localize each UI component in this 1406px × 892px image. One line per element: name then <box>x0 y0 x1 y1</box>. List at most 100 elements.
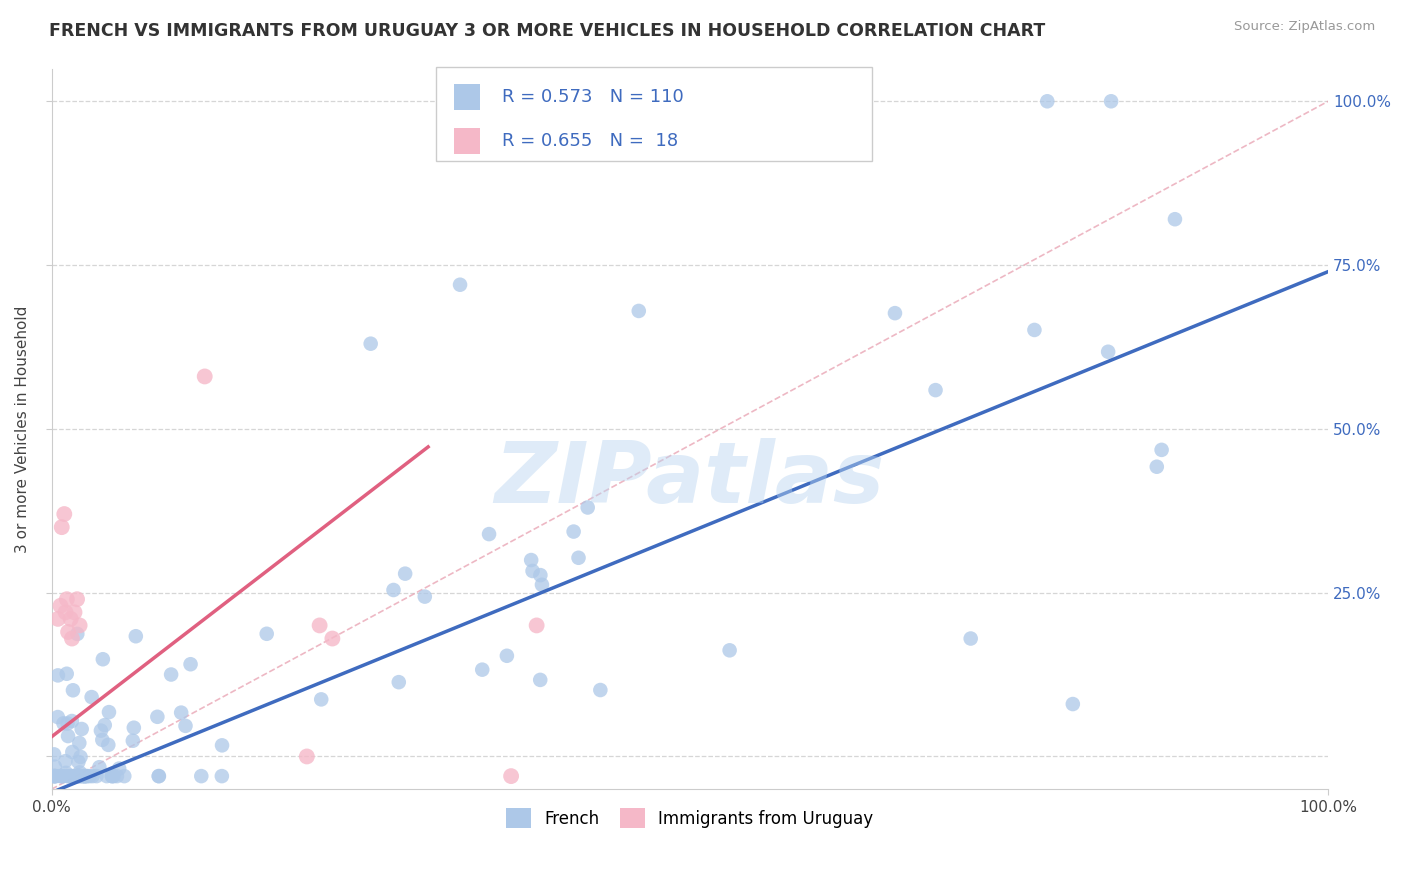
Point <box>59 612 82 626</box>
Point <box>56 592 79 607</box>
Point <box>56 769 79 783</box>
Point <box>56 729 79 743</box>
Point <box>211 739 233 753</box>
Point <box>52 769 75 783</box>
Point <box>60 632 83 646</box>
Point <box>360 336 382 351</box>
Point <box>394 566 416 581</box>
Point <box>62 683 84 698</box>
Point <box>63 605 86 619</box>
Point <box>42 769 65 783</box>
Point <box>520 553 543 567</box>
Point <box>53 507 76 521</box>
Point <box>42 747 65 762</box>
Point <box>105 769 128 783</box>
Point <box>522 564 544 578</box>
Point <box>125 629 148 643</box>
Point <box>69 750 91 764</box>
Point <box>69 618 91 632</box>
Point <box>89 760 111 774</box>
Point <box>256 627 278 641</box>
Point <box>44 769 66 783</box>
Point <box>112 769 135 783</box>
Point <box>75 769 97 783</box>
Point <box>45 769 67 783</box>
Point <box>58 769 80 783</box>
Point <box>121 733 143 747</box>
Point <box>1097 344 1119 359</box>
Point <box>501 769 523 783</box>
Point <box>1099 95 1122 109</box>
Point <box>295 749 318 764</box>
Point <box>67 769 90 783</box>
Point <box>51 769 73 783</box>
Point <box>101 769 124 783</box>
Point <box>194 369 217 384</box>
Point <box>60 745 83 759</box>
Point <box>91 652 114 666</box>
Point <box>65 769 87 783</box>
Point <box>55 754 77 768</box>
Point <box>148 769 170 783</box>
Point <box>718 643 741 657</box>
Point <box>65 769 87 783</box>
Point <box>530 578 553 592</box>
Point <box>589 683 612 698</box>
Point <box>576 500 599 515</box>
Point <box>96 769 118 783</box>
Point <box>55 765 77 780</box>
Point <box>1150 442 1173 457</box>
Point <box>91 732 114 747</box>
Point <box>44 769 66 783</box>
Point <box>73 769 96 783</box>
Point <box>627 304 650 318</box>
Point <box>46 668 69 682</box>
Point <box>309 692 332 706</box>
Point <box>567 550 589 565</box>
Point <box>1164 212 1187 227</box>
Point <box>529 568 551 582</box>
Point <box>46 710 69 724</box>
Point <box>60 769 83 783</box>
Point <box>122 721 145 735</box>
Point <box>66 627 89 641</box>
Point <box>382 582 405 597</box>
Point <box>108 762 131 776</box>
Point <box>478 527 501 541</box>
Point <box>44 759 66 773</box>
Point <box>86 769 108 783</box>
Point <box>101 769 124 783</box>
Point <box>94 718 117 732</box>
Y-axis label: 3 or more Vehicles in Household: 3 or more Vehicles in Household <box>15 305 30 552</box>
Point <box>67 769 90 783</box>
Point <box>73 769 96 783</box>
Point <box>73 769 96 783</box>
Point <box>1036 95 1059 109</box>
Point <box>49 769 72 783</box>
Point <box>65 769 87 783</box>
Point <box>52 716 75 731</box>
Point <box>526 618 548 632</box>
Point <box>170 706 193 720</box>
Point <box>924 383 946 397</box>
Point <box>160 667 183 681</box>
Point <box>1146 459 1168 474</box>
Point <box>51 520 73 534</box>
Point <box>60 714 83 728</box>
Point <box>76 769 98 783</box>
Text: ZIPatlas: ZIPatlas <box>495 438 884 521</box>
Point <box>529 673 551 687</box>
Point <box>70 722 93 736</box>
Point <box>211 769 233 783</box>
Point <box>190 769 212 783</box>
Point <box>66 592 89 607</box>
Point <box>1062 697 1084 711</box>
Point <box>413 590 436 604</box>
Point <box>82 769 104 783</box>
Point <box>388 675 411 690</box>
Text: Source: ZipAtlas.com: Source: ZipAtlas.com <box>1234 20 1375 33</box>
Text: R = 0.655   N =  18: R = 0.655 N = 18 <box>502 132 678 150</box>
Point <box>90 723 112 738</box>
Point <box>308 618 330 632</box>
Point <box>55 666 77 681</box>
